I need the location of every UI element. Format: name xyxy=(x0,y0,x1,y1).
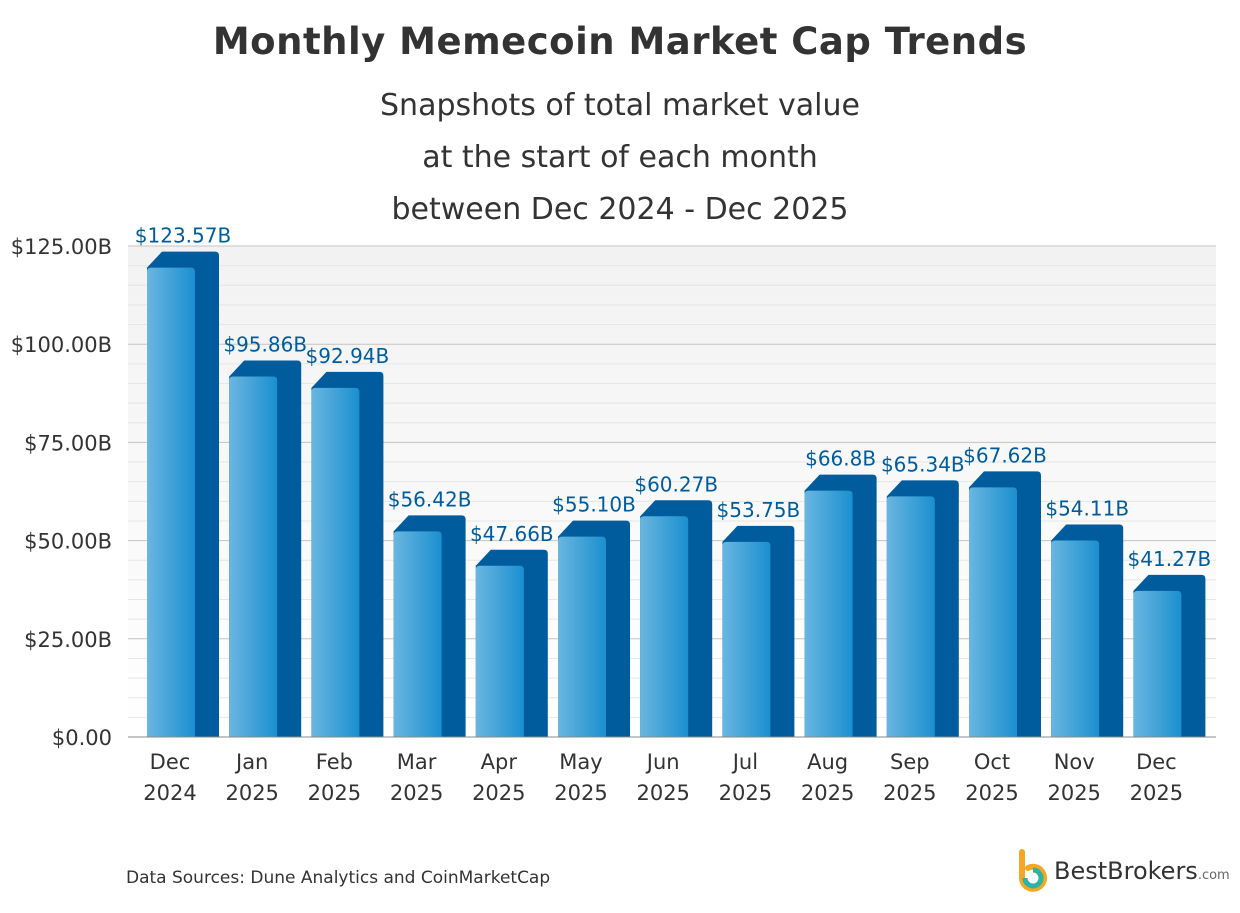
data-source-note: Data Sources: Dune Analytics and CoinMar… xyxy=(126,868,551,888)
x-tick-label: 2025 xyxy=(883,781,936,805)
y-tick-label: $75.00B xyxy=(24,431,112,455)
data-label: $65.34B xyxy=(881,452,965,476)
bestbrokers-logo: BestBrokers .com xyxy=(1016,848,1230,894)
data-label: $56.42B xyxy=(388,487,472,511)
y-tick-label: $50.00B xyxy=(24,530,112,554)
bar xyxy=(722,541,771,737)
x-tick-label: Dec xyxy=(1136,750,1177,774)
data-label: $54.11B xyxy=(1045,496,1129,520)
bar xyxy=(147,267,195,737)
x-tick-label: Sep xyxy=(890,750,930,774)
x-tick-label: 2025 xyxy=(554,781,607,805)
x-tick-label: 2024 xyxy=(143,781,196,805)
data-label: $67.62B xyxy=(963,443,1047,467)
x-tick-label: Apr xyxy=(481,750,518,774)
chart-title: Monthly Memecoin Market Cap Trends xyxy=(212,20,1028,63)
x-tick-label: Aug xyxy=(807,750,848,774)
y-tick-label: $0.00 xyxy=(52,726,112,750)
x-tick-label: May xyxy=(559,750,602,774)
bar xyxy=(393,531,442,737)
data-label: $92.94B xyxy=(306,344,390,368)
x-tick-label: 2025 xyxy=(1047,781,1100,805)
x-tick-label: 2025 xyxy=(225,781,278,805)
x-tick-label: Mar xyxy=(397,750,437,774)
data-label: $95.86B xyxy=(223,332,307,356)
data-label: $66.8B xyxy=(805,447,876,471)
x-tick-label: Nov xyxy=(1054,750,1095,774)
x-tick-label: 2025 xyxy=(965,781,1018,805)
x-tick-label: 2025 xyxy=(472,781,525,805)
x-tick-label: 2025 xyxy=(636,781,689,805)
logo-text: BestBrokers xyxy=(1054,857,1198,885)
data-label: $55.10B xyxy=(552,493,636,517)
bar xyxy=(1133,590,1182,737)
logo-icon xyxy=(1019,849,1047,892)
bar xyxy=(1051,540,1100,737)
logo-suffix: .com xyxy=(1197,867,1230,883)
bar xyxy=(475,565,524,737)
y-tick-label: $25.00B xyxy=(24,628,112,652)
y-tick-label: $100.00B xyxy=(11,333,112,357)
y-tick-label: $125.00B xyxy=(11,235,112,259)
data-label: $60.27B xyxy=(634,472,718,496)
x-tick-label: Feb xyxy=(316,750,353,774)
x-tick-label: Oct xyxy=(974,750,1010,774)
bar xyxy=(804,490,853,737)
x-tick-label: 2025 xyxy=(308,781,361,805)
chart-subtitle: Snapshots of total market value at the s… xyxy=(380,88,860,227)
bar xyxy=(558,536,606,737)
x-tick-label: 2025 xyxy=(390,781,443,805)
bar xyxy=(229,376,278,737)
bar xyxy=(311,387,360,737)
x-tick-label: 2025 xyxy=(801,781,854,805)
bar xyxy=(969,487,1017,737)
x-tick-label: 2025 xyxy=(1130,781,1183,805)
data-label: $47.66B xyxy=(470,522,554,546)
x-tick-label: Jun xyxy=(645,750,680,774)
data-label: $41.27B xyxy=(1128,547,1212,571)
bar xyxy=(640,516,689,737)
data-label: $53.75B xyxy=(717,498,801,522)
x-tick-label: Jul xyxy=(731,750,758,774)
x-tick-label: Dec xyxy=(150,750,191,774)
x-tick-label: Jan xyxy=(234,750,268,774)
data-label: $123.57B xyxy=(135,224,231,248)
x-tick-label: 2025 xyxy=(719,781,772,805)
bar xyxy=(886,496,935,737)
